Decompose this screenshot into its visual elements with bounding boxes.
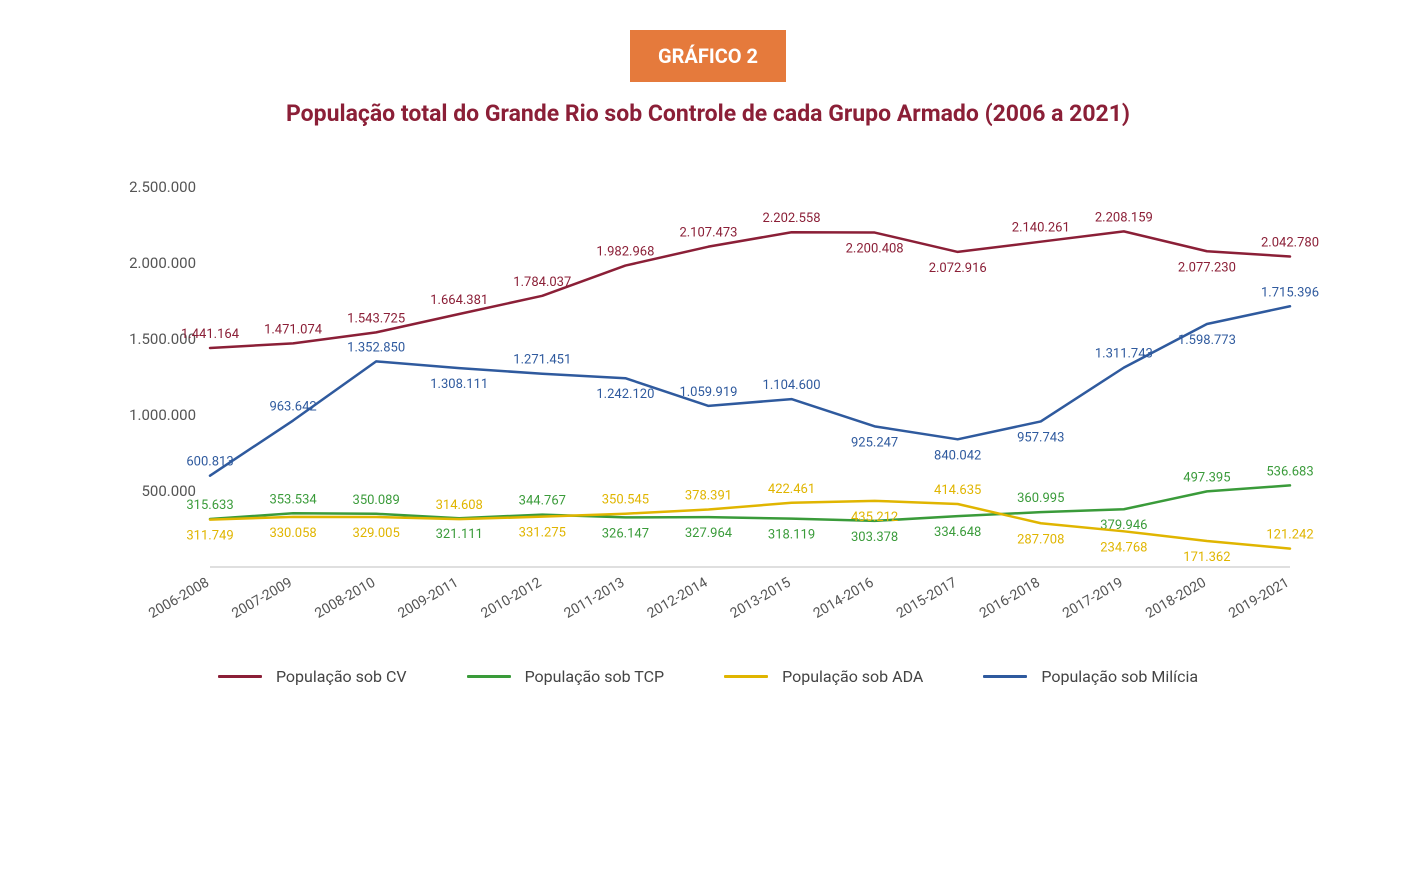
data-point-label: 2.107.473: [679, 226, 737, 241]
data-point-label: 329.005: [353, 526, 400, 541]
chart-plot-area: 500.0001.000.0001.500.0002.000.0002.500.…: [100, 167, 1316, 647]
legend-swatch: [467, 675, 511, 678]
data-point-label: 1.242.120: [596, 387, 654, 402]
data-point-label: 1.471.074: [264, 322, 323, 337]
data-point-label: 350.545: [602, 493, 649, 508]
x-tick-label: 2009-2011: [395, 575, 461, 622]
legend-label: População sob CV: [276, 667, 407, 686]
y-tick-label: 2.500.000: [129, 178, 196, 196]
data-point-label: 334.648: [934, 525, 981, 540]
chart-legend: População sob CV População sob TCP Populaç…: [60, 667, 1356, 686]
data-point-label: 1.664.381: [430, 293, 488, 308]
data-point-label: 330.058: [269, 526, 316, 541]
data-point-label: 321.111: [436, 527, 483, 542]
data-point-label: 925.247: [851, 435, 898, 450]
data-point-label: 344.767: [519, 494, 566, 509]
data-point-label: 1.982.968: [596, 245, 654, 260]
data-point-label: 2.202.558: [763, 211, 821, 226]
data-point-label: 303.378: [851, 530, 898, 545]
data-point-label: 1.308.111: [430, 377, 488, 392]
legend-item: População sob CV: [218, 667, 407, 686]
y-tick-label: 2.000.000: [129, 254, 196, 272]
data-point-label: 378.391: [685, 488, 732, 503]
data-point-label: 353.534: [269, 492, 317, 507]
legend-label: População sob Milícia: [1041, 667, 1198, 686]
data-point-label: 600.813: [186, 455, 233, 470]
data-point-label: 350.089: [353, 493, 400, 508]
x-tick-label: 2010-2012: [478, 575, 544, 622]
data-point-label: 2.072.916: [929, 261, 987, 276]
data-point-label: 497.395: [1183, 470, 1230, 485]
x-tick-label: 2007-2009: [229, 575, 295, 622]
chart-container: GRÁFICO 2 População total do Grande Rio …: [0, 0, 1416, 876]
series-line: [210, 231, 1290, 348]
data-point-label: 1.784.037: [513, 275, 571, 290]
data-point-label: 2.042.780: [1261, 235, 1319, 250]
x-tick-label: 2013-2015: [728, 575, 794, 622]
x-tick-label: 2015-2017: [894, 575, 960, 622]
data-point-label: 1.352.850: [347, 340, 405, 355]
data-point-label: 326.147: [602, 526, 649, 541]
data-point-label: 1.598.773: [1178, 333, 1236, 348]
badge-wrap: GRÁFICO 2: [60, 30, 1356, 100]
data-point-label: 315.633: [186, 498, 233, 513]
legend-item: População sob Milícia: [983, 667, 1198, 686]
data-point-label: 1.441.164: [181, 327, 240, 342]
line-chart-svg: 500.0001.000.0001.500.0002.000.0002.500.…: [100, 167, 1320, 647]
data-point-label: 360.995: [1017, 491, 1064, 506]
chart-title: População total do Grande Rio sob Contro…: [60, 100, 1356, 127]
y-tick-label: 1.000.000: [129, 406, 196, 424]
data-point-label: 331.275: [519, 526, 566, 541]
legend-swatch: [983, 675, 1027, 678]
legend-label: População sob ADA: [782, 667, 923, 686]
data-point-label: 311.749: [186, 529, 233, 544]
x-tick-label: 2016-2018: [977, 575, 1043, 622]
data-point-label: 327.964: [685, 526, 733, 541]
x-tick-label: 2019-2021: [1226, 575, 1292, 622]
x-tick-label: 2008-2010: [312, 575, 378, 622]
legend-item: População sob ADA: [724, 667, 923, 686]
data-point-label: 318.119: [768, 528, 815, 543]
data-point-label: 435.212: [851, 510, 898, 525]
data-point-label: 957.743: [1017, 430, 1064, 445]
chart-badge: GRÁFICO 2: [630, 30, 786, 82]
data-point-label: 840.042: [934, 448, 981, 463]
data-point-label: 1.311.743: [1095, 347, 1153, 362]
data-point-label: 2.200.408: [846, 242, 904, 257]
data-point-label: 422.461: [768, 482, 815, 497]
data-point-label: 314.608: [436, 498, 483, 513]
data-point-label: 963.642: [269, 400, 316, 415]
legend-swatch: [724, 675, 768, 678]
data-point-label: 2.208.159: [1095, 210, 1153, 225]
data-point-label: 2.077.230: [1178, 260, 1236, 275]
x-tick-label: 2014-2016: [811, 575, 877, 622]
data-point-label: 1.715.396: [1261, 285, 1319, 300]
data-point-label: 234.768: [1100, 540, 1147, 555]
x-tick-label: 2017-2019: [1060, 575, 1126, 622]
data-point-label: 1.543.725: [347, 311, 405, 326]
x-tick-label: 2006-2008: [146, 575, 212, 622]
data-point-label: 2.140.261: [1012, 221, 1070, 236]
data-point-label: 536.683: [1266, 464, 1313, 479]
data-point-label: 171.362: [1183, 550, 1230, 565]
data-point-label: 1.271.451: [513, 353, 571, 368]
legend-item: População sob TCP: [467, 667, 665, 686]
legend-swatch: [218, 675, 262, 678]
data-point-label: 1.059.919: [679, 385, 737, 400]
data-point-label: 414.635: [934, 483, 981, 498]
data-point-label: 121.242: [1266, 528, 1313, 543]
x-tick-label: 2012-2014: [645, 575, 711, 622]
x-tick-label: 2018-2020: [1143, 575, 1209, 622]
data-point-label: 1.104.600: [763, 378, 821, 393]
x-tick-label: 2011-2013: [562, 575, 628, 622]
data-point-label: 287.708: [1017, 532, 1064, 547]
legend-label: População sob TCP: [525, 667, 665, 686]
